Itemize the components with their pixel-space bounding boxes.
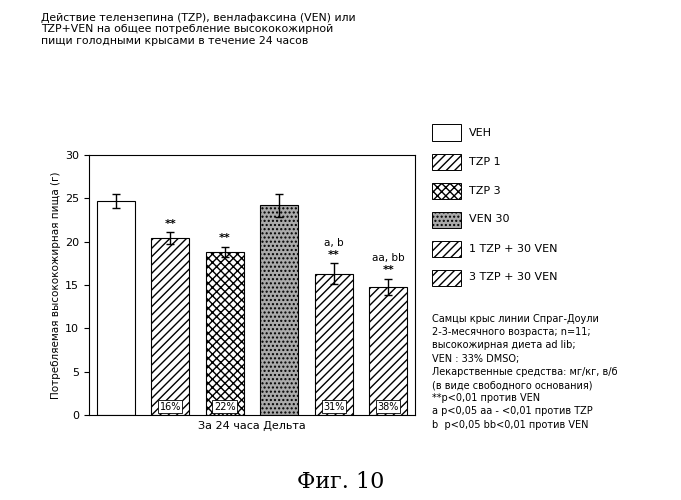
X-axis label: За 24 часа Дельта: За 24 часа Дельта [198, 420, 306, 430]
Text: a, b: a, b [324, 238, 343, 248]
Text: **: ** [382, 266, 394, 276]
Text: 1 TZP + 30 VEN: 1 TZP + 30 VEN [469, 244, 558, 254]
Text: TZP 1: TZP 1 [469, 156, 501, 166]
Text: 31%: 31% [323, 402, 345, 411]
Bar [206, 252, 244, 415]
Text: 3 TZP + 30 VEN: 3 TZP + 30 VEN [469, 272, 558, 282]
Bar [97, 201, 135, 415]
Text: 38%: 38% [377, 402, 399, 411]
Text: VEH: VEH [469, 128, 492, 138]
Text: 16%: 16% [159, 402, 181, 411]
Text: aa, bb: aa, bb [372, 254, 405, 264]
Text: **: ** [219, 234, 231, 243]
Text: VEN 30: VEN 30 [469, 214, 509, 224]
Text: 22%: 22% [214, 402, 236, 411]
Text: Действие телензепина (TZP), венлафаксина (VEN) или
TZP+VEN на общее потребление : Действие телензепина (TZP), венлафаксина… [41, 12, 355, 46]
Text: TZP 3: TZP 3 [469, 186, 501, 196]
Text: **: ** [164, 218, 176, 228]
Bar [151, 238, 189, 415]
Text: **: ** [328, 250, 340, 260]
Bar [315, 274, 353, 415]
Text: Фиг. 10: Фиг. 10 [297, 470, 384, 492]
Text: Самцы крыс линии Спраг-Доули
2-3-месячного возраста; n=11;
высокожирная диета ad: Самцы крыс линии Спраг-Доули 2-3-месячно… [432, 314, 618, 430]
Y-axis label: Потребляемая высококожирная пища (г): Потребляемая высококожирная пища (г) [50, 171, 61, 398]
Bar [369, 286, 407, 415]
Bar [260, 206, 298, 415]
